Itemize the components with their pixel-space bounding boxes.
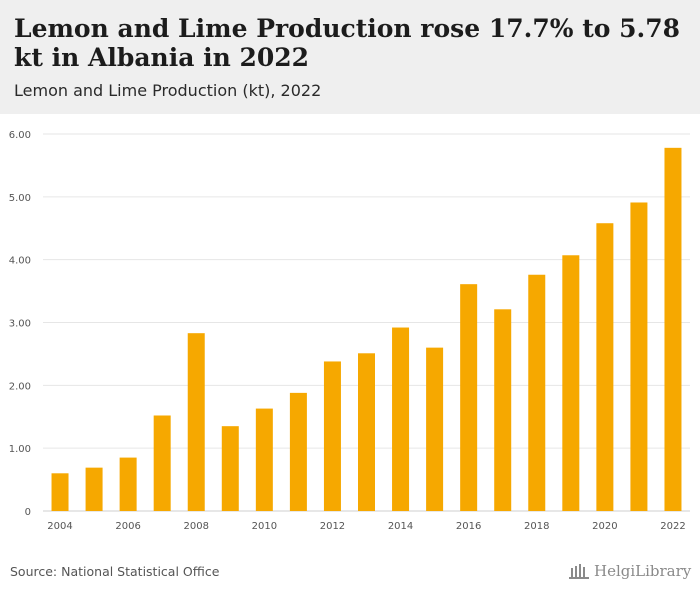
bar-2012[interactable]	[323, 361, 341, 511]
x-tick-label: 2010	[252, 521, 277, 532]
x-tick-label: 2008	[184, 521, 209, 532]
chart-area: 0 1.00 2.00 3.00 4.00 5.00 6.00 2004 2006 2008 20…	[0, 114, 700, 534]
chart-subtitle: Lemon and Lime Production (kt), 2022	[14, 81, 322, 100]
bar-2008[interactable]	[187, 333, 205, 511]
bar-2005[interactable]	[85, 467, 103, 511]
bar-2022[interactable]	[664, 147, 682, 511]
x-tick-label: 2016	[456, 521, 481, 532]
x-tick-label: 2012	[320, 521, 345, 532]
bar-2021[interactable]	[630, 202, 648, 511]
header: Lemon and Lime Production rose 17.7% to …	[0, 0, 700, 114]
bar-chart: 01.002.003.004.005.006.00 2004 2006 2008 20…	[9, 130, 690, 532]
y-tick-label: 0	[25, 507, 31, 518]
x-axis-ticks: 2004 2006 2008 2010 2012 2014 2016 2018 2020 2022	[47, 521, 685, 532]
bar-2014[interactable]	[392, 327, 410, 511]
y-tick-label: 6.00	[9, 130, 31, 141]
bar-2019[interactable]	[562, 255, 580, 511]
bar-2007[interactable]	[153, 415, 171, 511]
x-tick-label: 2006	[115, 521, 140, 532]
x-tick-label: 2022	[660, 521, 685, 532]
x-tick-label: 2014	[388, 521, 413, 532]
y-tick-label: 5.00	[9, 193, 31, 204]
bar-2009[interactable]	[221, 426, 239, 511]
y-tick-label: 1.00	[9, 444, 31, 455]
x-tick-label: 2018	[524, 521, 549, 532]
x-tick-label: 2020	[592, 521, 617, 532]
bar-2016[interactable]	[460, 284, 478, 511]
source-note: Source: National Statistical Office	[10, 564, 220, 579]
y-tick-label: 2.00	[9, 381, 31, 392]
bar-2015[interactable]	[426, 347, 444, 511]
bar-2010[interactable]	[255, 408, 273, 511]
brand-name: HelgiLibrary	[594, 562, 692, 580]
bar-2004[interactable]	[51, 473, 69, 511]
bar-2006[interactable]	[119, 457, 137, 511]
x-tick-label: 2004	[47, 521, 72, 532]
bar-2020[interactable]	[596, 223, 614, 511]
library-icon	[569, 564, 589, 579]
bar-2013[interactable]	[358, 353, 375, 511]
bar-2017[interactable]	[494, 309, 512, 511]
y-tick-label: 4.00	[9, 256, 31, 267]
y-tick-label: 3.00	[9, 319, 31, 330]
brand-logo[interactable]: HelgiLibrary	[568, 562, 691, 580]
bar-2018[interactable]	[528, 274, 546, 511]
y-axis-ticks: 0 1.00 2.00 3.00 4.00 5.00 6.00	[9, 130, 31, 518]
bar-2011[interactable]	[289, 392, 307, 511]
bars	[51, 147, 682, 511]
chart-headline: Lemon and Lime Production rose 17.7% to …	[14, 14, 681, 72]
